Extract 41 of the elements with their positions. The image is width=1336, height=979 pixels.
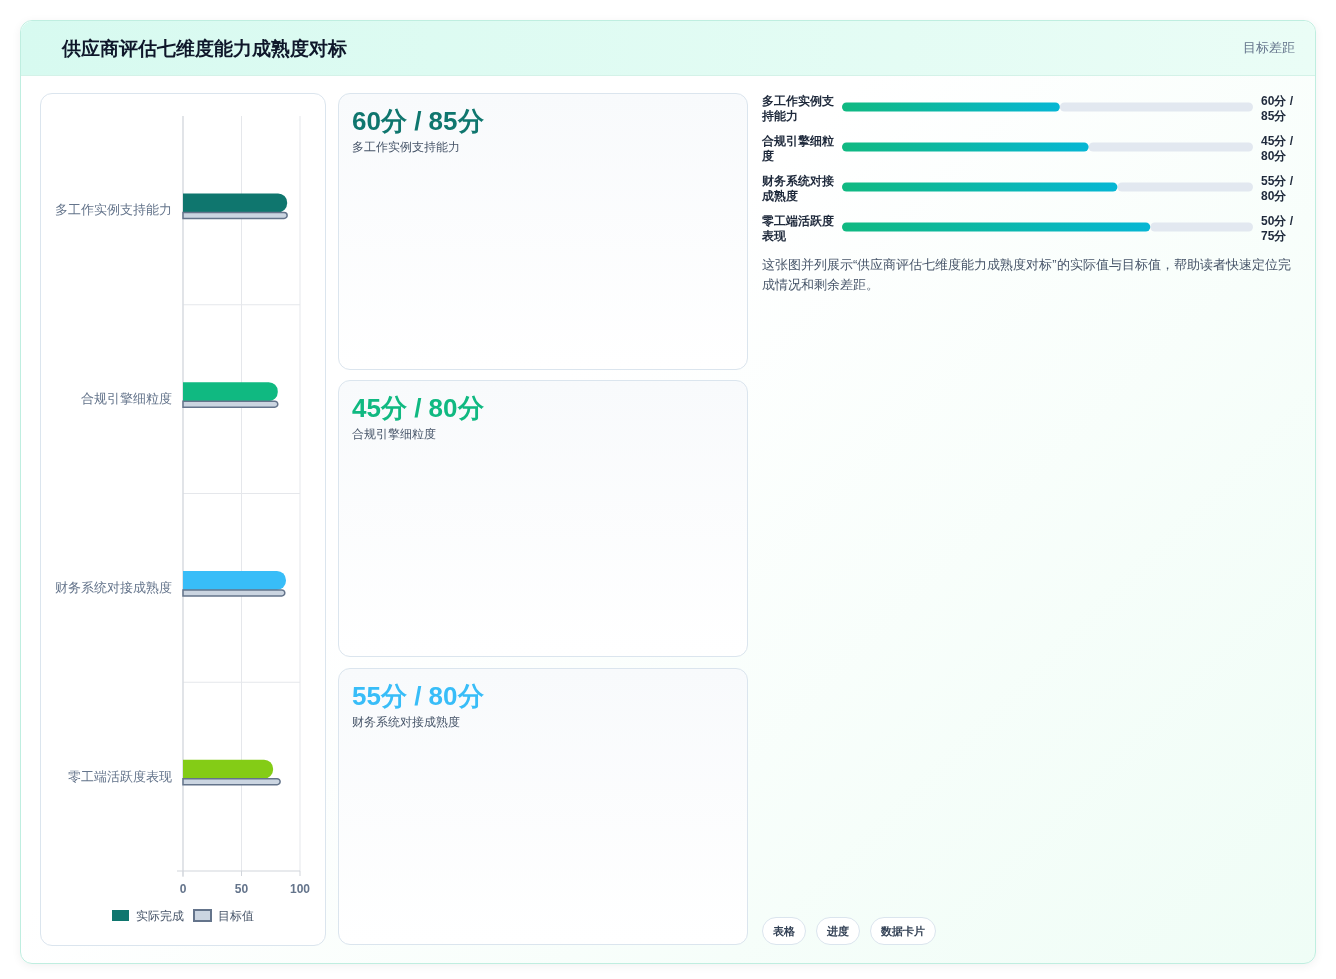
y-tick-label: 零工端活跃度表现 bbox=[762, 214, 835, 244]
bar bbox=[183, 570, 286, 590]
bar bbox=[1117, 182, 1253, 192]
text: 55分 / 80分 bbox=[352, 680, 484, 713]
text: 60分 / 85分 bbox=[352, 105, 484, 138]
y-tick-label: 多工作实例支持能力 bbox=[55, 202, 172, 218]
text: 数据卡片 bbox=[870, 917, 936, 945]
x-tick-label: 0 bbox=[179, 882, 187, 896]
x-tick-label: 50 bbox=[234, 882, 249, 896]
bar bbox=[183, 759, 274, 779]
bar bbox=[842, 222, 1151, 232]
y-tick-label: 多工作实例支持能力 bbox=[762, 94, 835, 124]
bar bbox=[842, 182, 1118, 192]
text: 供应商评估七维度能力成熟度对标 bbox=[62, 37, 347, 61]
bar bbox=[183, 382, 278, 402]
y-tick-label: 合规引擎细粒度 bbox=[762, 134, 835, 164]
text: 表格 bbox=[762, 917, 806, 945]
y-tick-label: 合规引擎细粒度 bbox=[81, 391, 172, 407]
x-tick-label: 100 bbox=[289, 882, 311, 896]
bar bbox=[1088, 142, 1253, 152]
bar bbox=[1150, 222, 1253, 232]
text: 财务系统对接成熟度 bbox=[352, 714, 460, 731]
text: 50分 / 75分 bbox=[1261, 214, 1294, 244]
text: 45分 / 80分 bbox=[1261, 134, 1294, 164]
text: 目标差距 bbox=[1243, 39, 1295, 57]
bar bbox=[842, 142, 1089, 152]
text: 进度 bbox=[816, 917, 860, 945]
bar bbox=[1059, 102, 1253, 112]
bar bbox=[183, 193, 288, 213]
text: 合规引擎细粒度 bbox=[352, 426, 436, 443]
text: 60分 / 85分 bbox=[1261, 94, 1294, 124]
y-tick-label: 财务系统对接成熟度 bbox=[762, 174, 835, 204]
text: 这张图并列展示“供应商评估七维度能力成熟度对标”的实际值与目标值，帮助读者快速定位完成情况和剩余差距。 bbox=[762, 256, 1292, 294]
y-tick-label: 财务系统对接成熟度 bbox=[55, 579, 172, 595]
legend-label: 目标值 bbox=[218, 909, 254, 923]
y-tick-label: 零工端活跃度表现 bbox=[68, 768, 172, 784]
legend-label: 实际完成 bbox=[136, 909, 184, 923]
text: 55分 / 80分 bbox=[1261, 174, 1294, 204]
text: 45分 / 80分 bbox=[352, 392, 484, 425]
bar bbox=[842, 102, 1060, 112]
text: 多工作实例支持能力 bbox=[352, 139, 460, 156]
